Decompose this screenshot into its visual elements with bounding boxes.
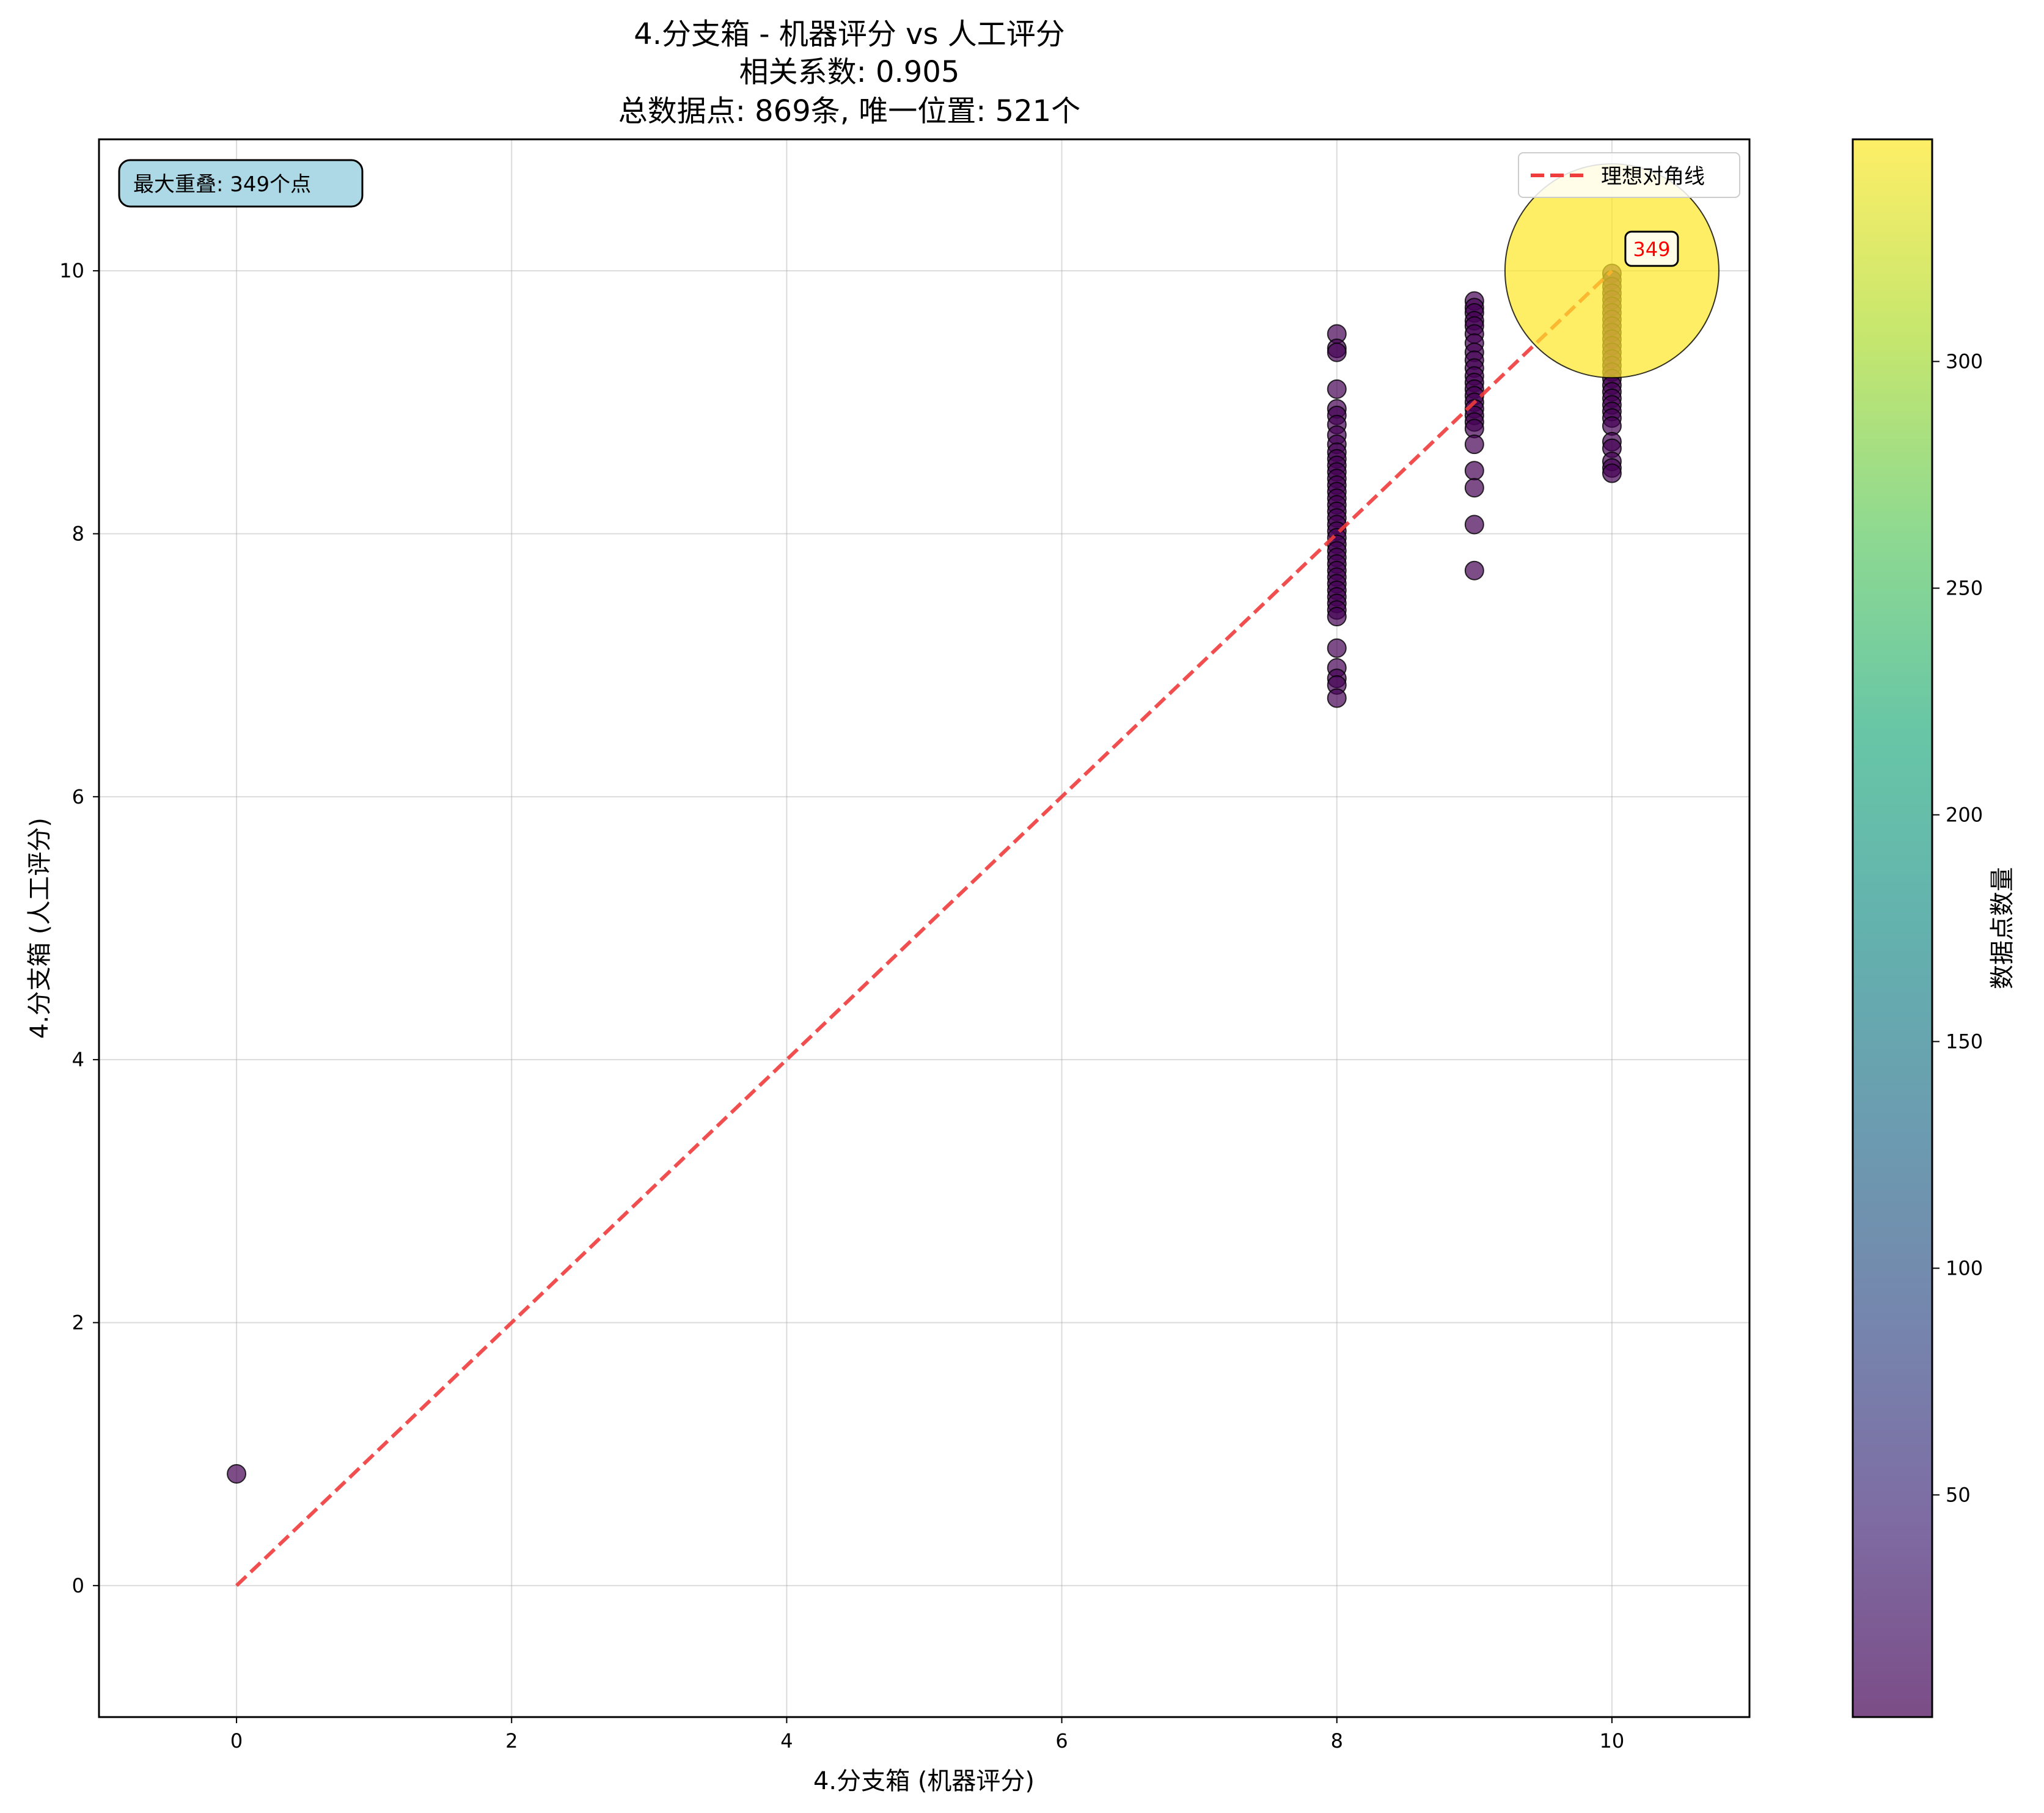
colorbar-tick-label: 200 [1946, 804, 1983, 827]
legend: 理想对角线 [1518, 152, 1740, 198]
x-tick-label: 6 [1055, 1729, 1068, 1753]
x-axis-ticks: 0 2 4 6 8 10 [230, 1717, 1624, 1753]
max-overlap-label-box [1624, 230, 1679, 267]
y-tick-label: 8 [72, 522, 84, 546]
y-tick-label: 0 [72, 1574, 84, 1597]
data-point [1464, 515, 1484, 535]
colorbar-tick-label: 250 [1946, 577, 1983, 600]
plot-frame [98, 138, 1751, 1718]
colorbar-label: 数据点数量 [1988, 867, 2017, 989]
colorbar-tick-label: 50 [1946, 1483, 1971, 1506]
data-point [1327, 379, 1347, 399]
y-tick-label: 10 [59, 259, 84, 282]
chart-title-line-2: 相关系数: 0.905 [739, 55, 960, 89]
data-point [227, 1463, 247, 1484]
x-tick-label: 2 [505, 1729, 518, 1753]
data-point [1464, 461, 1484, 481]
colorbar-tick-label: 300 [1946, 350, 1983, 373]
colorbar-ticks: 50 100 150 200 250 300 [1932, 350, 1983, 1506]
max-overlap-note: 最大重叠: 349个点 [118, 159, 364, 208]
y-tick-label: 6 [72, 785, 84, 808]
y-tick-label: 2 [72, 1311, 84, 1335]
chart-title-line-3: 总数据点: 869条, 唯一位置: 521个 [618, 94, 1081, 128]
data-point [1602, 463, 1622, 483]
colorbar-tick-label: 100 [1946, 1256, 1983, 1280]
x-tick-label: 0 [230, 1729, 243, 1753]
data-point [1327, 688, 1347, 708]
y-tick-label: 4 [72, 1048, 84, 1071]
max-overlap-label: 349 [1633, 238, 1670, 261]
data-point [1327, 607, 1347, 627]
y-axis-label: 4.分支箱 (人工评分) [26, 818, 54, 1039]
chart-title-line-1: 4.分支箱 - 机器评分 vs 人工评分 [634, 17, 1065, 51]
x-axis-label: 4.分支箱 (机器评分) [813, 1767, 1035, 1795]
data-point [1464, 434, 1484, 455]
ideal-diagonal-line [235, 269, 1613, 1588]
max-overlap-note-text: 最大重叠: 349个点 [133, 172, 311, 197]
data-point [1464, 478, 1484, 498]
x-tick-label: 10 [1600, 1729, 1625, 1753]
colorbar [1852, 138, 1933, 1718]
max-overlap-marker: 349 [1504, 163, 1720, 379]
legend-label-diagonal: 理想对角线 [1601, 164, 1705, 189]
data-point [1327, 638, 1347, 658]
data-point [1464, 560, 1484, 581]
colorbar-tick-label: 150 [1946, 1030, 1983, 1053]
y-axis-ticks: 0 2 4 6 8 10 [59, 259, 99, 1597]
x-tick-label: 4 [780, 1729, 793, 1753]
data-point [1327, 342, 1347, 362]
x-tick-label: 8 [1331, 1729, 1343, 1753]
